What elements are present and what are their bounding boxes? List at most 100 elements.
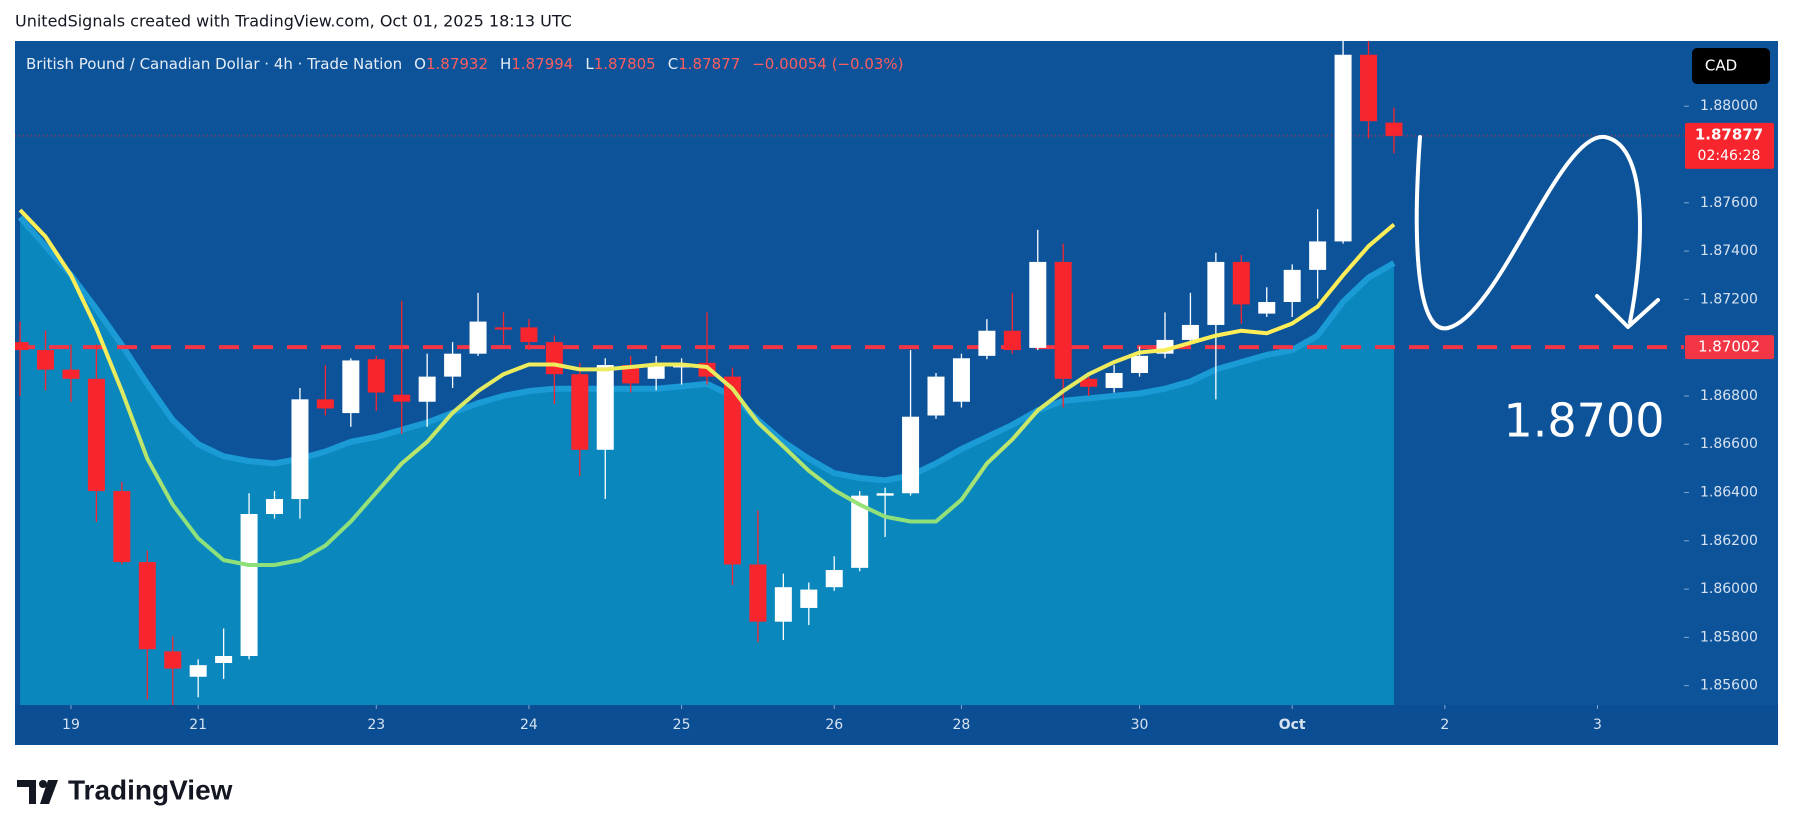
x-tick-label: 26 [825,717,843,733]
x-tick-label: 21 [189,717,207,733]
candle-body [1054,261,1072,379]
candle-body [1232,261,1250,305]
ohlc-label: L [585,55,594,73]
candle-body [138,562,156,650]
candle-body [1258,302,1276,314]
logo-text: TradingView [68,774,233,805]
current-price-label: 1.87877 [1695,125,1763,143]
legend: British Pound / Canadian Dollar · 4h · T… [26,55,904,73]
overlay: 1.85600 1.85800 1.86000 1.86200 1.86400 1.866… [26,55,1774,733]
currency-button[interactable] [1692,48,1770,84]
candle-body [596,365,614,450]
candle-body [62,369,80,379]
candle-body [393,394,411,402]
candle-body [444,353,462,377]
candle-body [647,365,665,379]
candle-body [1029,261,1047,348]
ohlc-value: 1.87877 [678,55,740,73]
candle-body [520,327,538,343]
candle-body [774,587,792,622]
candle-body [469,321,487,354]
candle-body [571,374,589,450]
x-tick-label: 30 [1131,717,1149,733]
candle-body [952,358,970,402]
ohlc-value: 1.87932 [426,55,488,73]
candle-body [316,399,334,409]
candle-body [1334,54,1352,242]
logo-mark [39,780,47,788]
moving-average [18,208,1396,567]
y-tick-label: 1.87600 [1700,195,1758,211]
annotation: 1.8700 [1504,394,1665,448]
candle-body [851,495,869,568]
candle-body [1003,330,1021,351]
candle-body [15,342,29,351]
y-tick-label: 1.86000 [1700,581,1758,597]
x-tick-label: 2 [1440,717,1449,733]
level-label: 1.87002 [1698,338,1760,356]
candle-body [1360,54,1378,122]
logo-mark [17,780,36,804]
x-tick-label: 25 [673,717,691,733]
current-price-badge [1685,122,1774,169]
symbol-title: British Pound / Canadian Dollar · 4h · T… [26,55,402,73]
level-badge [1685,335,1774,360]
currency-label[interactable]: CAD [1705,57,1737,75]
candle-body [367,359,385,393]
candle-body [87,378,105,492]
candle-body [622,365,640,384]
ohlc-value: 1.87994 [511,55,573,73]
candle-body [342,360,360,414]
time-axis [15,705,1778,745]
y-tick-label: 1.85800 [1700,629,1758,645]
y-tick-label: 1.86400 [1700,485,1758,501]
ohlc-label: H [500,55,511,73]
y-tick-label: 1.86800 [1700,388,1758,404]
candle-body [1181,324,1199,340]
candle-body [545,342,563,375]
candle-body [749,564,767,622]
candle-body [1131,355,1149,373]
candle-body [927,376,945,416]
header-text: UnitedSignals created with TradingView.c… [15,12,572,31]
x-tick-label: 3 [1593,717,1602,733]
y-tick-label: 1.85600 [1700,678,1758,694]
candle-body [876,493,894,496]
candle-body [1105,373,1123,388]
candle-body [723,376,741,565]
candle-body [240,514,258,656]
ohlc-label: O [414,55,426,73]
candle-body [291,399,309,500]
candle-body [1080,378,1098,387]
tradingview-logo: TradingView [17,774,233,805]
candle-body [215,655,233,663]
y-tick-label: 1.86200 [1700,533,1758,549]
arrow-head [1595,294,1660,329]
band-area [20,217,1394,705]
candle-body [1207,261,1225,325]
ohlc-value: 1.87805 [594,55,656,73]
y-tick-label: 1.88000 [1700,98,1758,114]
candle-body [902,416,920,494]
candle-body [113,491,131,563]
y-tick-label: 1.86600 [1700,436,1758,452]
y-tick-label: 1.87200 [1700,291,1758,307]
candle-body [189,665,207,677]
drawn-arrow [1414,134,1642,331]
candle-body [1385,122,1403,136]
candle-body [494,327,512,330]
candle-body [825,570,843,588]
candle-body [800,589,818,608]
countdown: 02:46:28 [1698,148,1761,164]
plot-area [15,41,1684,705]
x-tick-label: 23 [367,717,385,733]
candle-body [164,651,182,669]
x-tick-label: 28 [953,717,971,733]
x-tick-label: 19 [62,717,80,733]
x-tick-label: Oct [1279,717,1306,733]
candle-body [37,350,55,370]
change: −0.00054 (−0.03%) [752,55,903,73]
candle-body [1283,269,1301,303]
